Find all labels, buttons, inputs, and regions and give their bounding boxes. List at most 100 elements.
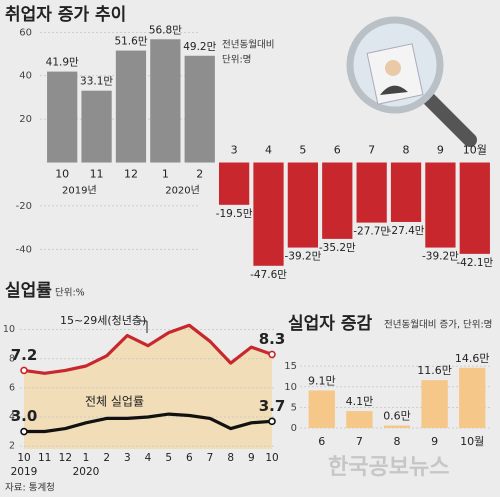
value-label: 9.1만 bbox=[308, 374, 336, 387]
unit-label: 단위:% bbox=[55, 287, 85, 299]
bar bbox=[253, 162, 284, 266]
point bbox=[268, 350, 276, 359]
y-tick-label: 10 bbox=[284, 382, 297, 393]
x-tick-label: 4 bbox=[145, 452, 152, 464]
bar bbox=[346, 411, 373, 428]
x-tick-label: 3 bbox=[124, 452, 131, 464]
bar bbox=[459, 367, 486, 428]
x-tick-label: 1 bbox=[83, 452, 90, 464]
x-tick-label: 10 bbox=[265, 452, 278, 464]
value-label: -35.2만 bbox=[319, 242, 356, 254]
x-tick-label: 10월 bbox=[463, 144, 487, 157]
bar bbox=[356, 162, 387, 223]
x-tick-label: 9 bbox=[437, 144, 444, 157]
value-label: -27.4만 bbox=[388, 225, 425, 237]
value-label: -19.5만 bbox=[216, 208, 253, 220]
x-tick-label: 7 bbox=[207, 452, 214, 464]
watermark: 한국공보뉴스 bbox=[328, 455, 449, 480]
x-tick-label: 1 bbox=[162, 168, 169, 181]
bar bbox=[383, 425, 411, 428]
x-tick-label: 8 bbox=[403, 144, 410, 157]
value-label: -39.2만 bbox=[422, 251, 459, 263]
chart-subtitle: 전년동월대비 증가, 단위:명 bbox=[384, 319, 492, 331]
point bbox=[20, 366, 28, 375]
magnifier-illustration bbox=[346, 16, 477, 147]
chart-title: 실업률 bbox=[5, 281, 52, 301]
y-tick-label: -40 bbox=[16, 244, 32, 255]
y-tick-label: 2 bbox=[9, 441, 15, 452]
value-label: 49.2만 bbox=[183, 41, 216, 53]
unit-label: 단위:명 bbox=[222, 54, 251, 66]
x-tick-label: 9 bbox=[248, 452, 255, 464]
point bbox=[20, 427, 28, 436]
x-year-label: 2020년 bbox=[165, 185, 200, 197]
x-tick-label: 2 bbox=[196, 168, 203, 181]
bar bbox=[150, 39, 181, 163]
x-tick-label: 12 bbox=[124, 168, 138, 181]
value-label: -27.7만 bbox=[353, 226, 390, 238]
bar bbox=[287, 162, 319, 248]
x-tick-label: 5 bbox=[165, 452, 172, 464]
x-year-label: 2019 bbox=[11, 466, 38, 478]
x-tick-label: 9 bbox=[431, 435, 438, 448]
bar bbox=[421, 380, 448, 428]
y-tick-label: 20 bbox=[19, 114, 32, 125]
value-label: 8.3 bbox=[259, 330, 286, 348]
value-label: 7.2 bbox=[11, 346, 38, 364]
x-year-label: 2019년 bbox=[62, 185, 97, 197]
value-label: 0.6만 bbox=[383, 410, 411, 423]
line bbox=[23, 323, 273, 375]
value-label: 4.1만 bbox=[346, 395, 374, 408]
y-tick-label: -20 bbox=[16, 201, 32, 212]
x-tick-label: 11 bbox=[90, 168, 104, 181]
y-tick-label: 5 bbox=[291, 402, 297, 413]
x-tick-label: 8 bbox=[227, 452, 234, 464]
value-label: 3.0 bbox=[11, 407, 38, 425]
legend-label: 15~29세(청년층) bbox=[60, 314, 146, 327]
value-label: 41.9만 bbox=[46, 57, 79, 69]
value-label: 3.7 bbox=[259, 397, 286, 415]
value-label: -39.2만 bbox=[284, 251, 321, 263]
x-tick-label: 11 bbox=[38, 452, 51, 464]
bar bbox=[390, 162, 422, 222]
chart-title: 실업자 증감 bbox=[288, 314, 372, 334]
point bbox=[268, 417, 276, 426]
x-tick-label: 5 bbox=[299, 144, 306, 157]
bar bbox=[184, 55, 215, 163]
y-tick-label: 4 bbox=[9, 411, 15, 422]
x-tick-label: 3 bbox=[231, 144, 238, 157]
bar bbox=[425, 162, 456, 248]
value-label: -42.1만 bbox=[456, 257, 493, 269]
x-tick-label: 8 bbox=[394, 435, 401, 448]
x-tick-label: 2 bbox=[103, 452, 110, 464]
x-tick-label: 7 bbox=[368, 144, 375, 157]
source: 자료: 통계청 bbox=[5, 482, 55, 494]
value-label: -47.6만 bbox=[250, 269, 287, 281]
x-tick-label: 10 bbox=[55, 168, 69, 181]
y-tick-label: 10 bbox=[3, 324, 15, 335]
bar bbox=[81, 90, 112, 163]
bar bbox=[47, 71, 78, 163]
y-tick-label: 8 bbox=[9, 353, 15, 364]
y-tick-label: 0 bbox=[291, 423, 297, 434]
x-tick-label: 10월 bbox=[460, 435, 484, 448]
value-label: 14.6만 bbox=[455, 352, 490, 365]
value-label: 33.1만 bbox=[80, 76, 113, 88]
y-tick-label: 6 bbox=[9, 382, 15, 393]
chart-subtitle: 전년동월대비 bbox=[222, 39, 274, 51]
bar bbox=[322, 162, 353, 239]
y-tick-label: 15 bbox=[284, 361, 297, 372]
x-tick-label: 12 bbox=[59, 452, 72, 464]
line bbox=[24, 412, 273, 434]
bar bbox=[218, 162, 250, 205]
x-tick-label: 7 bbox=[356, 435, 363, 448]
bar bbox=[308, 390, 335, 428]
bar bbox=[459, 162, 490, 254]
bar bbox=[115, 50, 147, 163]
value-label: 56.8만 bbox=[149, 24, 182, 36]
x-tick-label: 6 bbox=[318, 435, 325, 448]
x-tick-label: 4 bbox=[265, 144, 272, 157]
x-tick-label: 6 bbox=[186, 452, 193, 464]
